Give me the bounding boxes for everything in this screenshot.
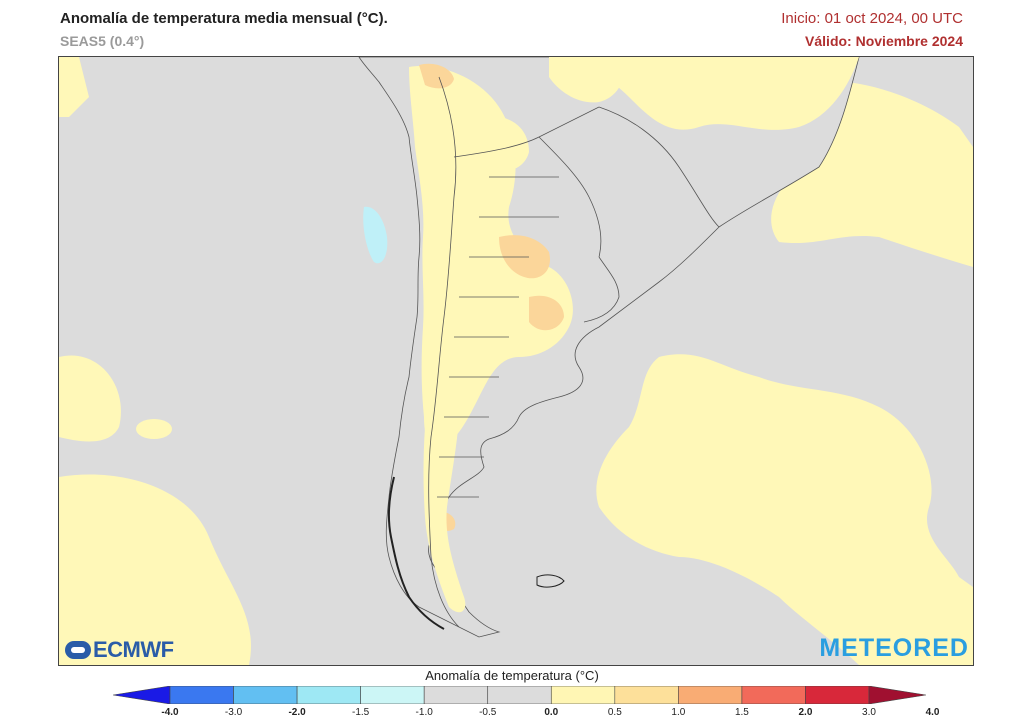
colorbar-tick-label: -0.5 (479, 707, 497, 718)
colorbar-tick-label: -1.0 (415, 707, 433, 718)
ecmwf-logo-text: ECMWF (93, 637, 174, 662)
colorbar-title-text: Anomalía de temperatura (°C) (425, 668, 599, 683)
colorbar-segment (423, 686, 489, 704)
colorbar-tick-label: -3.0 (224, 707, 243, 718)
colorbar-tick-label: 0.5 (607, 707, 622, 718)
colorbar-segment (233, 686, 298, 704)
colorbar-segment (805, 686, 870, 704)
colorbar-segment (678, 686, 743, 704)
colorbar-segment (360, 686, 425, 704)
colorbar-segment (741, 686, 806, 704)
temperature-anomaly-map (59, 57, 973, 665)
paraguay-border (538, 136, 602, 258)
chile-argentina-border (428, 76, 460, 628)
colorbar-ticks: -4.0 -3.0 -2.0 -1.5 -1.0 -0.5 0.0 0.5 1.0 1.5 2.0 3… (0, 707, 1024, 721)
model-resolution: SEAS5 (0.4°) (60, 33, 145, 49)
colorbar-tick-label: 4.0 (925, 707, 940, 718)
pacific-warm-patch (136, 419, 172, 439)
uruguay-border (583, 256, 620, 323)
colorbar-segment (550, 686, 616, 704)
map-title: Anomalía de temperatura media mensual (°… (60, 10, 388, 27)
map-panel: ECMWF METEORED (58, 56, 974, 666)
colorbar-segment (296, 686, 361, 704)
valid-period: Válido: Noviembre 2024 (805, 33, 963, 49)
chilean-fjords-coast (387, 476, 445, 630)
pacific-warm-area-west (59, 355, 121, 442)
colorbar-segment (169, 686, 234, 704)
falkland-islands (536, 574, 565, 588)
pacific-warm-area-north (59, 57, 89, 117)
colorbar-tick-label: 3.0 (862, 707, 876, 718)
colorbar-title: Anomalía de temperatura (°C) (0, 668, 1024, 683)
meteored-logo: METEORED (819, 634, 969, 662)
pampas-warm-patch-2 (529, 295, 564, 331)
provincial-borders (437, 176, 559, 498)
patagonia-warm-strip (423, 386, 466, 613)
colorbar-tick-label: 2.0 (798, 707, 813, 718)
colorbar-arrow-low (113, 686, 171, 704)
atlantic-warm-area-south (596, 354, 973, 665)
atlantic-warm-patch (609, 454, 662, 510)
colorbar (113, 686, 926, 704)
colorbar-tick-label: 1.0 (671, 707, 686, 718)
altiplano-warm-patch (419, 63, 454, 89)
colorbar-segment (614, 686, 679, 704)
colorbar-tick-label: -2.0 (288, 707, 306, 718)
chaco-warm-area (479, 116, 529, 171)
colorbar-tick-label: 1.5 (734, 707, 749, 718)
atlantic-warm-area-northeast (771, 81, 973, 267)
colorbar-tick-label: -1.5 (352, 707, 370, 718)
brazil-border (598, 106, 720, 228)
brazil-warm-area (579, 57, 859, 130)
colorbar-arrow-high (868, 686, 926, 704)
colorbar-segment (487, 686, 552, 704)
pacific-warm-area-southwest (59, 474, 251, 665)
colorbar-tick-label: 0.0 (544, 707, 559, 718)
ecmwf-logo: ECMWF (65, 637, 174, 663)
country-borders (428, 76, 720, 628)
argentina-bolivia-border (453, 106, 600, 158)
colorbar-tick-label: -4.0 (161, 707, 179, 718)
pacific-cool-patch (363, 206, 388, 264)
ecmwf-logo-icon (65, 641, 91, 659)
init-time: Inicio: 01 oct 2024, 00 UTC (781, 10, 963, 27)
